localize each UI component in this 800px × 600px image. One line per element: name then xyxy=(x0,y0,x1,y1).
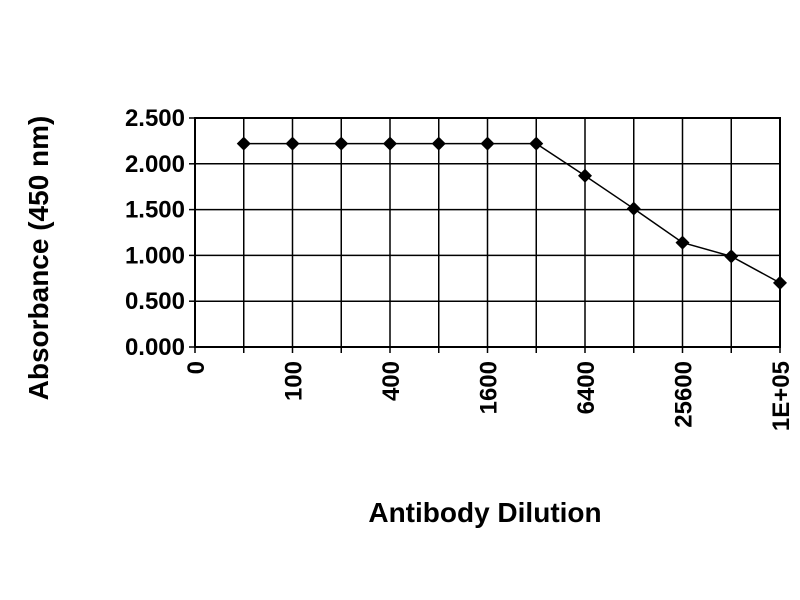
x-tick-label: 0 xyxy=(183,361,210,374)
data-point xyxy=(529,136,544,151)
x-tick-label: 1E+05 xyxy=(768,361,795,431)
data-point xyxy=(383,136,397,151)
data-point xyxy=(236,136,251,151)
data-line xyxy=(243,142,781,284)
x-tick-label: 1600 xyxy=(476,361,503,414)
y-tick-label: 1.000 xyxy=(125,242,185,269)
plot-frame xyxy=(194,117,781,348)
y-tick-label: 1.500 xyxy=(125,197,185,224)
data-point xyxy=(285,136,300,151)
x-tick-label: 6400 xyxy=(573,361,600,414)
data-point xyxy=(578,168,592,183)
data-point xyxy=(431,136,446,151)
x-tick-label: 400 xyxy=(378,361,405,401)
data-point xyxy=(724,249,739,264)
data-point xyxy=(334,136,349,151)
data-point xyxy=(675,235,690,250)
y-axis-title: Absorbance (450 nm) xyxy=(23,116,54,401)
y-tick-label: 2.000 xyxy=(125,151,185,178)
x-tick-label: 100 xyxy=(281,361,308,401)
x-tick-label: 25600 xyxy=(671,361,698,428)
data-point xyxy=(480,136,495,151)
y-tick-label: 0.000 xyxy=(125,334,185,361)
y-tick-label: 0.500 xyxy=(125,288,185,315)
data-point xyxy=(773,275,787,290)
y-tick-label: 2.500 xyxy=(125,105,185,132)
x-axis-title: Antibody Dilution xyxy=(368,497,601,528)
data-point xyxy=(626,201,641,216)
